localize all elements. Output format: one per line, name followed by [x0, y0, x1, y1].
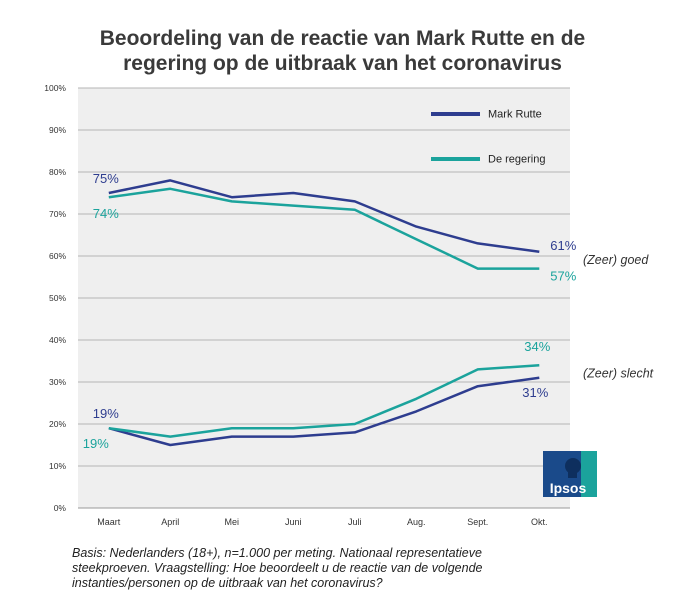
series-line-de-regering-goed — [108, 187, 540, 270]
y-tick-label-70: 70% — [49, 209, 66, 219]
data-label-0: 75% — [93, 171, 119, 186]
y-tick-label-50: 50% — [49, 293, 66, 303]
legend-label-de-regering: De regering — [488, 154, 545, 166]
y-tick-label-80: 80% — [49, 167, 66, 177]
data-label-6: 34% — [524, 339, 550, 354]
group-label-0: (Zeer) goed — [583, 253, 649, 267]
data-label-7: 31% — [522, 385, 548, 400]
y-axis-tick-labels: 0% 10% 20% 30% 40% 50% 60% 70% 80% 90% 100% — [44, 83, 66, 513]
footnote: Basis: Nederlanders (18+), n=1.000 per m… — [72, 546, 483, 590]
legend: Mark Rutte De regering — [431, 109, 545, 166]
data-label-2: 61% — [550, 238, 576, 253]
ipsos-logo-text: Ipsos — [550, 480, 587, 496]
series-line-de-regering-slecht — [108, 363, 540, 438]
data-label-1: 74% — [93, 206, 119, 221]
y-tick-label-30: 30% — [49, 377, 66, 387]
gridlines — [78, 87, 570, 509]
data-label-5: 19% — [83, 436, 109, 451]
chart-title-line-1: Beoordeling van de reactie van Mark Rutt… — [99, 27, 586, 50]
chart-title: Beoordeling van de reactie van Mark Rutt… — [0, 26, 685, 76]
y-tick-label-60: 60% — [49, 251, 66, 261]
group-label-1: (Zeer) slecht — [583, 367, 654, 381]
x-tick-label-1: April — [161, 517, 179, 527]
x-tick-label-0: Maart — [97, 517, 121, 527]
x-tick-label-4: Juli — [348, 517, 362, 527]
ipsos-head-icon — [565, 458, 581, 478]
x-tick-label-5: Aug. — [407, 517, 426, 527]
chart-title-line-2: regering op de uitbraak van het coronavi… — [123, 52, 562, 75]
data-label-3: 57% — [550, 269, 576, 284]
data-label-4: 19% — [93, 406, 119, 421]
y-tick-label-100: 100% — [44, 83, 66, 93]
x-tick-label-6: Sept. — [467, 517, 488, 527]
series-line-mark-rutte-goed — [108, 179, 540, 254]
y-tick-label-20: 20% — [49, 419, 66, 429]
x-tick-label-2: Mei — [224, 517, 239, 527]
ipsos-logo: Ipsos — [543, 451, 597, 497]
group-labels: (Zeer) goed (Zeer) slecht — [583, 253, 654, 380]
legend-label-mark-rutte: Mark Rutte — [488, 109, 542, 121]
y-tick-label-40: 40% — [49, 335, 66, 345]
x-tick-label-3: Juni — [285, 517, 302, 527]
series-line-mark-rutte-slecht — [108, 376, 540, 447]
y-tick-label-10: 10% — [49, 461, 66, 471]
x-tick-label-7: Okt. — [531, 517, 548, 527]
y-tick-label-90: 90% — [49, 125, 66, 135]
series-lines — [108, 179, 540, 447]
y-tick-label-0: 0% — [54, 503, 67, 513]
x-axis-tick-labels: Maart April Mei Juni Juli Aug. Sept. Okt. — [97, 517, 547, 527]
data-labels: 75% 74% 61% 57% 19% 19% 34% 31% — [83, 171, 577, 451]
